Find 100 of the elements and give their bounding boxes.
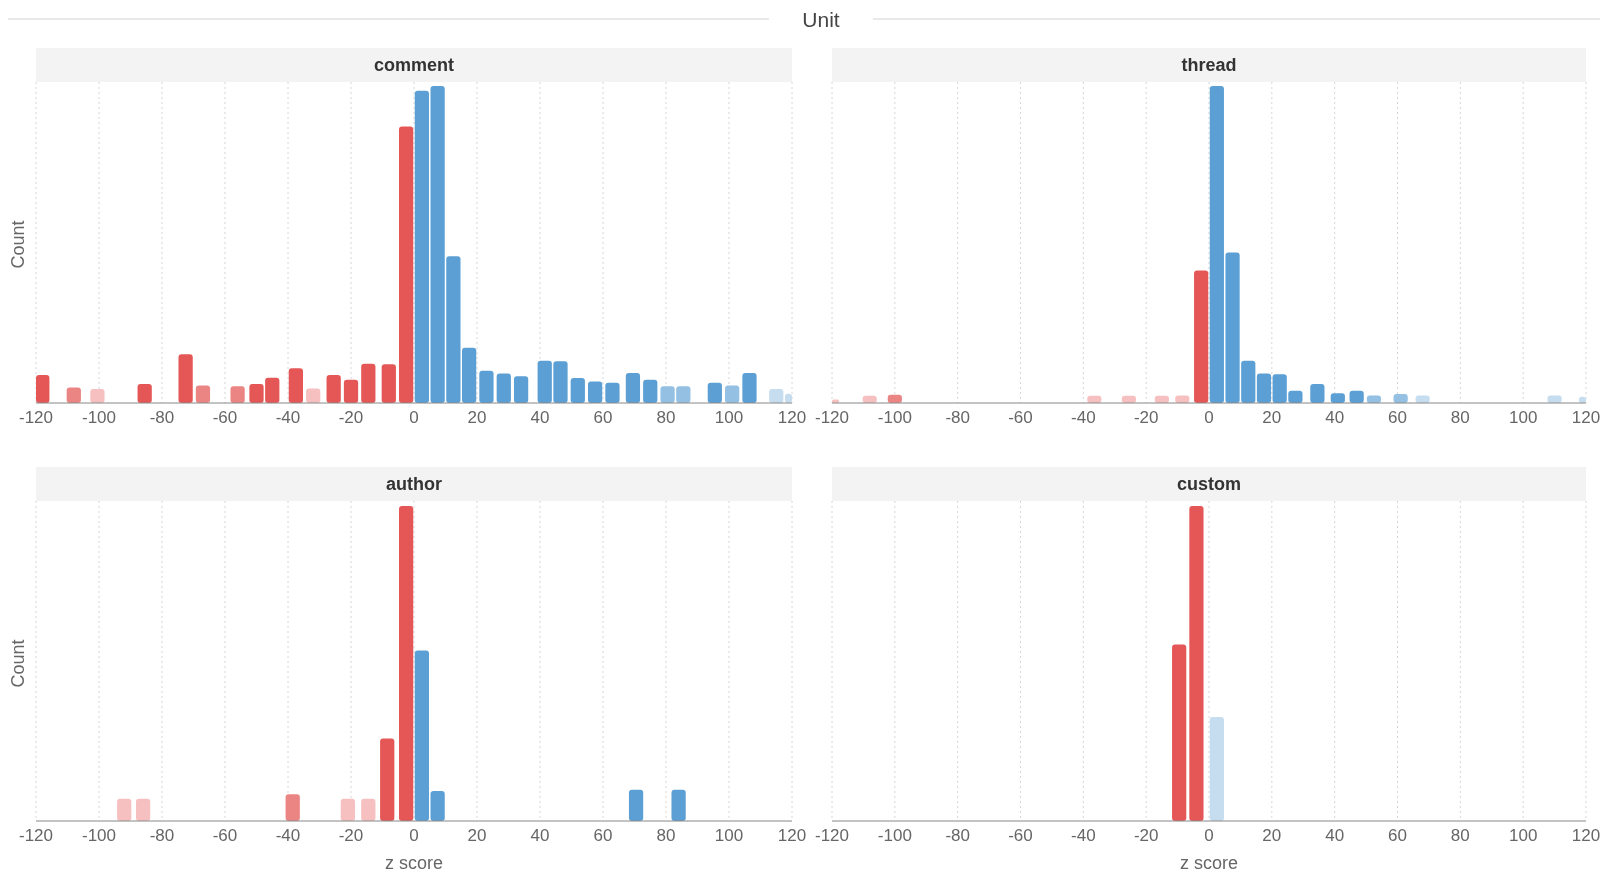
bar [178,354,193,403]
x-tick-label: 0 [1204,408,1214,427]
x-tick-label: 40 [1325,826,1345,845]
bar [742,372,757,403]
x-tick-label: 20 [1262,826,1282,845]
bar [725,385,740,403]
y-axis-title: Count [8,639,28,688]
x-tick-label: 80 [1450,408,1470,427]
x-tick-label: 120 [1571,826,1601,845]
x-tick-label: -100 [877,408,912,427]
bar [90,389,105,403]
x-tick-label: -80 [945,408,970,427]
x-tick-label: -100 [81,826,117,845]
x-tick-label: -100 [81,408,117,427]
x-tick-label: 20 [467,826,487,845]
bar [285,794,300,821]
x-tick-label: -20 [1133,826,1159,845]
x-tick-label: 100 [1508,408,1538,427]
x-tick-label: 40 [530,408,550,427]
x-tick-label: 60 [593,826,613,845]
x-tick-label: -80 [149,408,175,427]
bar [399,506,414,821]
chart-title: author [386,474,442,494]
bar [230,386,245,403]
bar [381,364,396,403]
x-tick-label: -20 [338,826,364,845]
bar [361,798,376,821]
x-tick-label: -60 [1008,408,1033,427]
bar [326,375,341,403]
x-tick-label: 100 [1508,826,1538,845]
y-axis-title: Count [8,220,28,269]
x-tick-label: -40 [1071,826,1096,845]
x-tick-label: -40 [275,826,301,845]
bar [625,372,641,403]
bar [66,387,81,403]
x-tick-label: -120 [814,408,850,427]
bar [343,379,359,403]
x-tick-label: -60 [212,408,238,427]
bar [36,375,50,403]
bar [414,650,429,821]
x-tick-label: 60 [1388,826,1407,845]
bar [570,377,585,403]
x-tick-label: 80 [656,826,676,845]
x-tick-label: -80 [149,826,175,845]
x-tick-label: -60 [212,826,238,845]
x-tick-label: -60 [1008,826,1033,845]
bar [380,738,395,821]
x-tick-label: -20 [1133,408,1159,427]
x-tick-label: 80 [656,408,676,427]
bar [496,373,511,403]
chart-title: thread [1181,55,1237,75]
bar [195,385,211,403]
bar [707,382,722,403]
bar [137,383,152,403]
x-tick-label: 40 [1325,408,1345,427]
x-tick-label: 60 [1388,408,1407,427]
bar [588,381,603,403]
bar [340,798,355,821]
bar [135,798,151,821]
bar [643,379,658,403]
chart-title: custom [1176,474,1242,494]
x-tick-label: 0 [1204,826,1214,845]
text: Unit [802,8,840,31]
bar [1310,383,1325,403]
bar [306,388,321,403]
bar [430,791,445,821]
x-axis-title: z score [384,853,444,873]
x-tick-label: 20 [467,408,487,427]
x-tick-label: -120 [814,826,850,845]
bar [605,382,620,403]
x-tick-label: 40 [530,826,550,845]
x-tick-label: 60 [593,408,613,427]
bar [1256,373,1272,403]
x-tick-label: -100 [877,826,912,845]
bar [671,789,686,821]
x-tick-label: 0 [409,408,419,427]
x-tick-label: 20 [1262,408,1282,427]
bar [399,126,414,403]
x-tick-label: -80 [945,826,970,845]
x-tick-label: 0 [409,826,419,845]
bar [361,363,376,403]
x-tick-label: 100 [714,826,744,845]
bar [513,376,529,403]
x-tick-label: 80 [1450,826,1470,845]
bar [1194,270,1209,403]
bar [479,370,494,403]
x-tick-label: 120 [777,826,807,845]
bar [628,789,644,821]
x-tick-label: -40 [1071,408,1096,427]
x-tick-label: -120 [18,826,54,845]
chart-title: comment [373,55,455,75]
x-tick-label: -40 [275,408,301,427]
x-tick-label: -20 [338,408,364,427]
x-axis-title: z score [1179,853,1239,873]
bar [288,368,303,403]
x-tick-label: 100 [714,408,744,427]
x-tick-label: 120 [777,408,807,427]
x-tick-label: -120 [18,408,54,427]
bar [117,798,132,821]
bar [769,389,784,403]
